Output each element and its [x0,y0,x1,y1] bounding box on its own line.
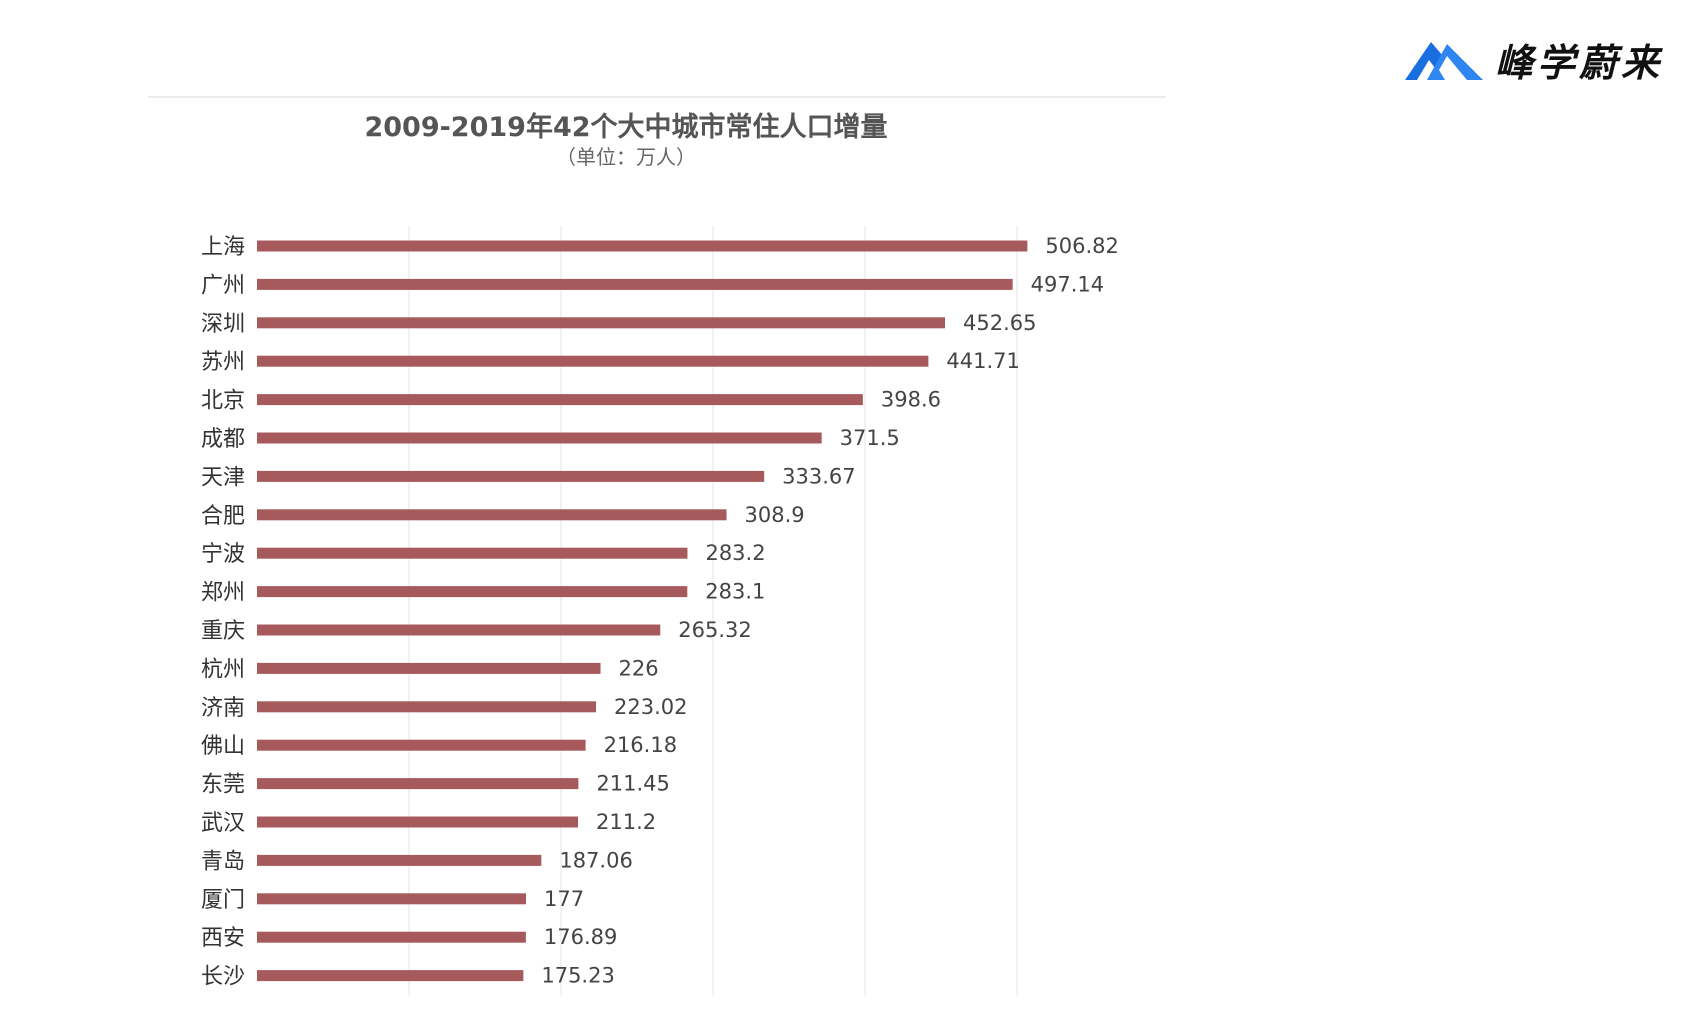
bar [257,317,946,329]
category-label: 佛山 [201,734,245,759]
category-label: 上海 [201,235,245,260]
brand-name: 峰学蔚来 [1495,40,1664,85]
value-label: 175.23 [541,964,614,988]
category-label: 宁波 [201,542,245,567]
value-label: 177 [544,887,584,911]
chart-subtitle: （单位：万人） [556,145,696,169]
bar [257,816,579,828]
category-label: 苏州 [201,350,245,375]
category-label: 济南 [201,696,245,721]
bar [257,278,1013,290]
bar [257,470,765,482]
value-label: 398.6 [881,388,941,412]
bar [257,854,542,866]
category-label: 郑州 [201,581,245,606]
value-label: 441.71 [946,349,1019,373]
category-label: 西安 [201,926,245,951]
category-label: 武汉 [201,811,245,836]
category-label: 杭州 [201,657,245,682]
bar [257,355,929,367]
chart-svg: 2009-2019年42个大中城市常住人口增量 （单位：万人） 上海 506.82… [148,96,1166,996]
mountain-logo-icon [1405,42,1483,80]
value-label: 452.65 [963,311,1036,335]
bar-chart: 2009-2019年42个大中城市常住人口增量 （单位：万人） 上海 506.82… [148,96,1166,996]
brand-logo: 峰学蔚来 [1405,26,1663,92]
value-label: 211.45 [596,772,669,796]
bar [257,701,596,713]
bar [257,624,661,636]
category-label: 广州 [201,273,245,298]
value-label: 333.67 [782,464,855,488]
category-label: 长沙 [201,965,245,990]
category-label: 北京 [201,389,245,414]
bar [257,778,579,790]
bar [257,893,527,905]
value-label: 176.89 [544,925,617,949]
value-label: 506.82 [1045,234,1118,258]
value-label: 211.2 [596,810,656,834]
bar [257,509,727,521]
gridlines [408,226,1018,996]
bar [257,547,688,559]
bar [257,739,586,751]
category-label: 天津 [201,465,245,490]
value-label: 187.06 [559,848,632,872]
bar [257,394,863,406]
category-label: 合肥 [201,504,245,529]
bar [257,586,688,598]
category-label: 重庆 [201,619,245,644]
value-label: 283.2 [705,541,765,565]
value-label: 216.18 [604,733,677,757]
bar [257,970,524,982]
category-label: 成都 [201,427,245,452]
value-label: 497.14 [1031,272,1104,296]
value-label: 226 [619,656,659,680]
value-label: 265.32 [678,618,751,642]
bars: 上海 506.82 广州 497.14 深圳 452.65 苏州 441.71 北京 398.6 成… [201,234,1119,990]
category-label: 东莞 [201,773,245,798]
bar [257,662,601,674]
category-label: 深圳 [201,312,245,337]
category-label: 厦门 [201,888,245,913]
value-label: 283.1 [705,580,765,604]
value-label: 371.5 [840,426,900,450]
bar [257,931,526,943]
category-label: 青岛 [201,849,245,874]
bar [257,432,822,444]
value-label: 223.02 [614,695,687,719]
bar [257,240,1028,252]
value-label: 308.9 [745,503,805,527]
chart-title: 2009-2019年42个大中城市常住人口增量 [364,111,887,143]
